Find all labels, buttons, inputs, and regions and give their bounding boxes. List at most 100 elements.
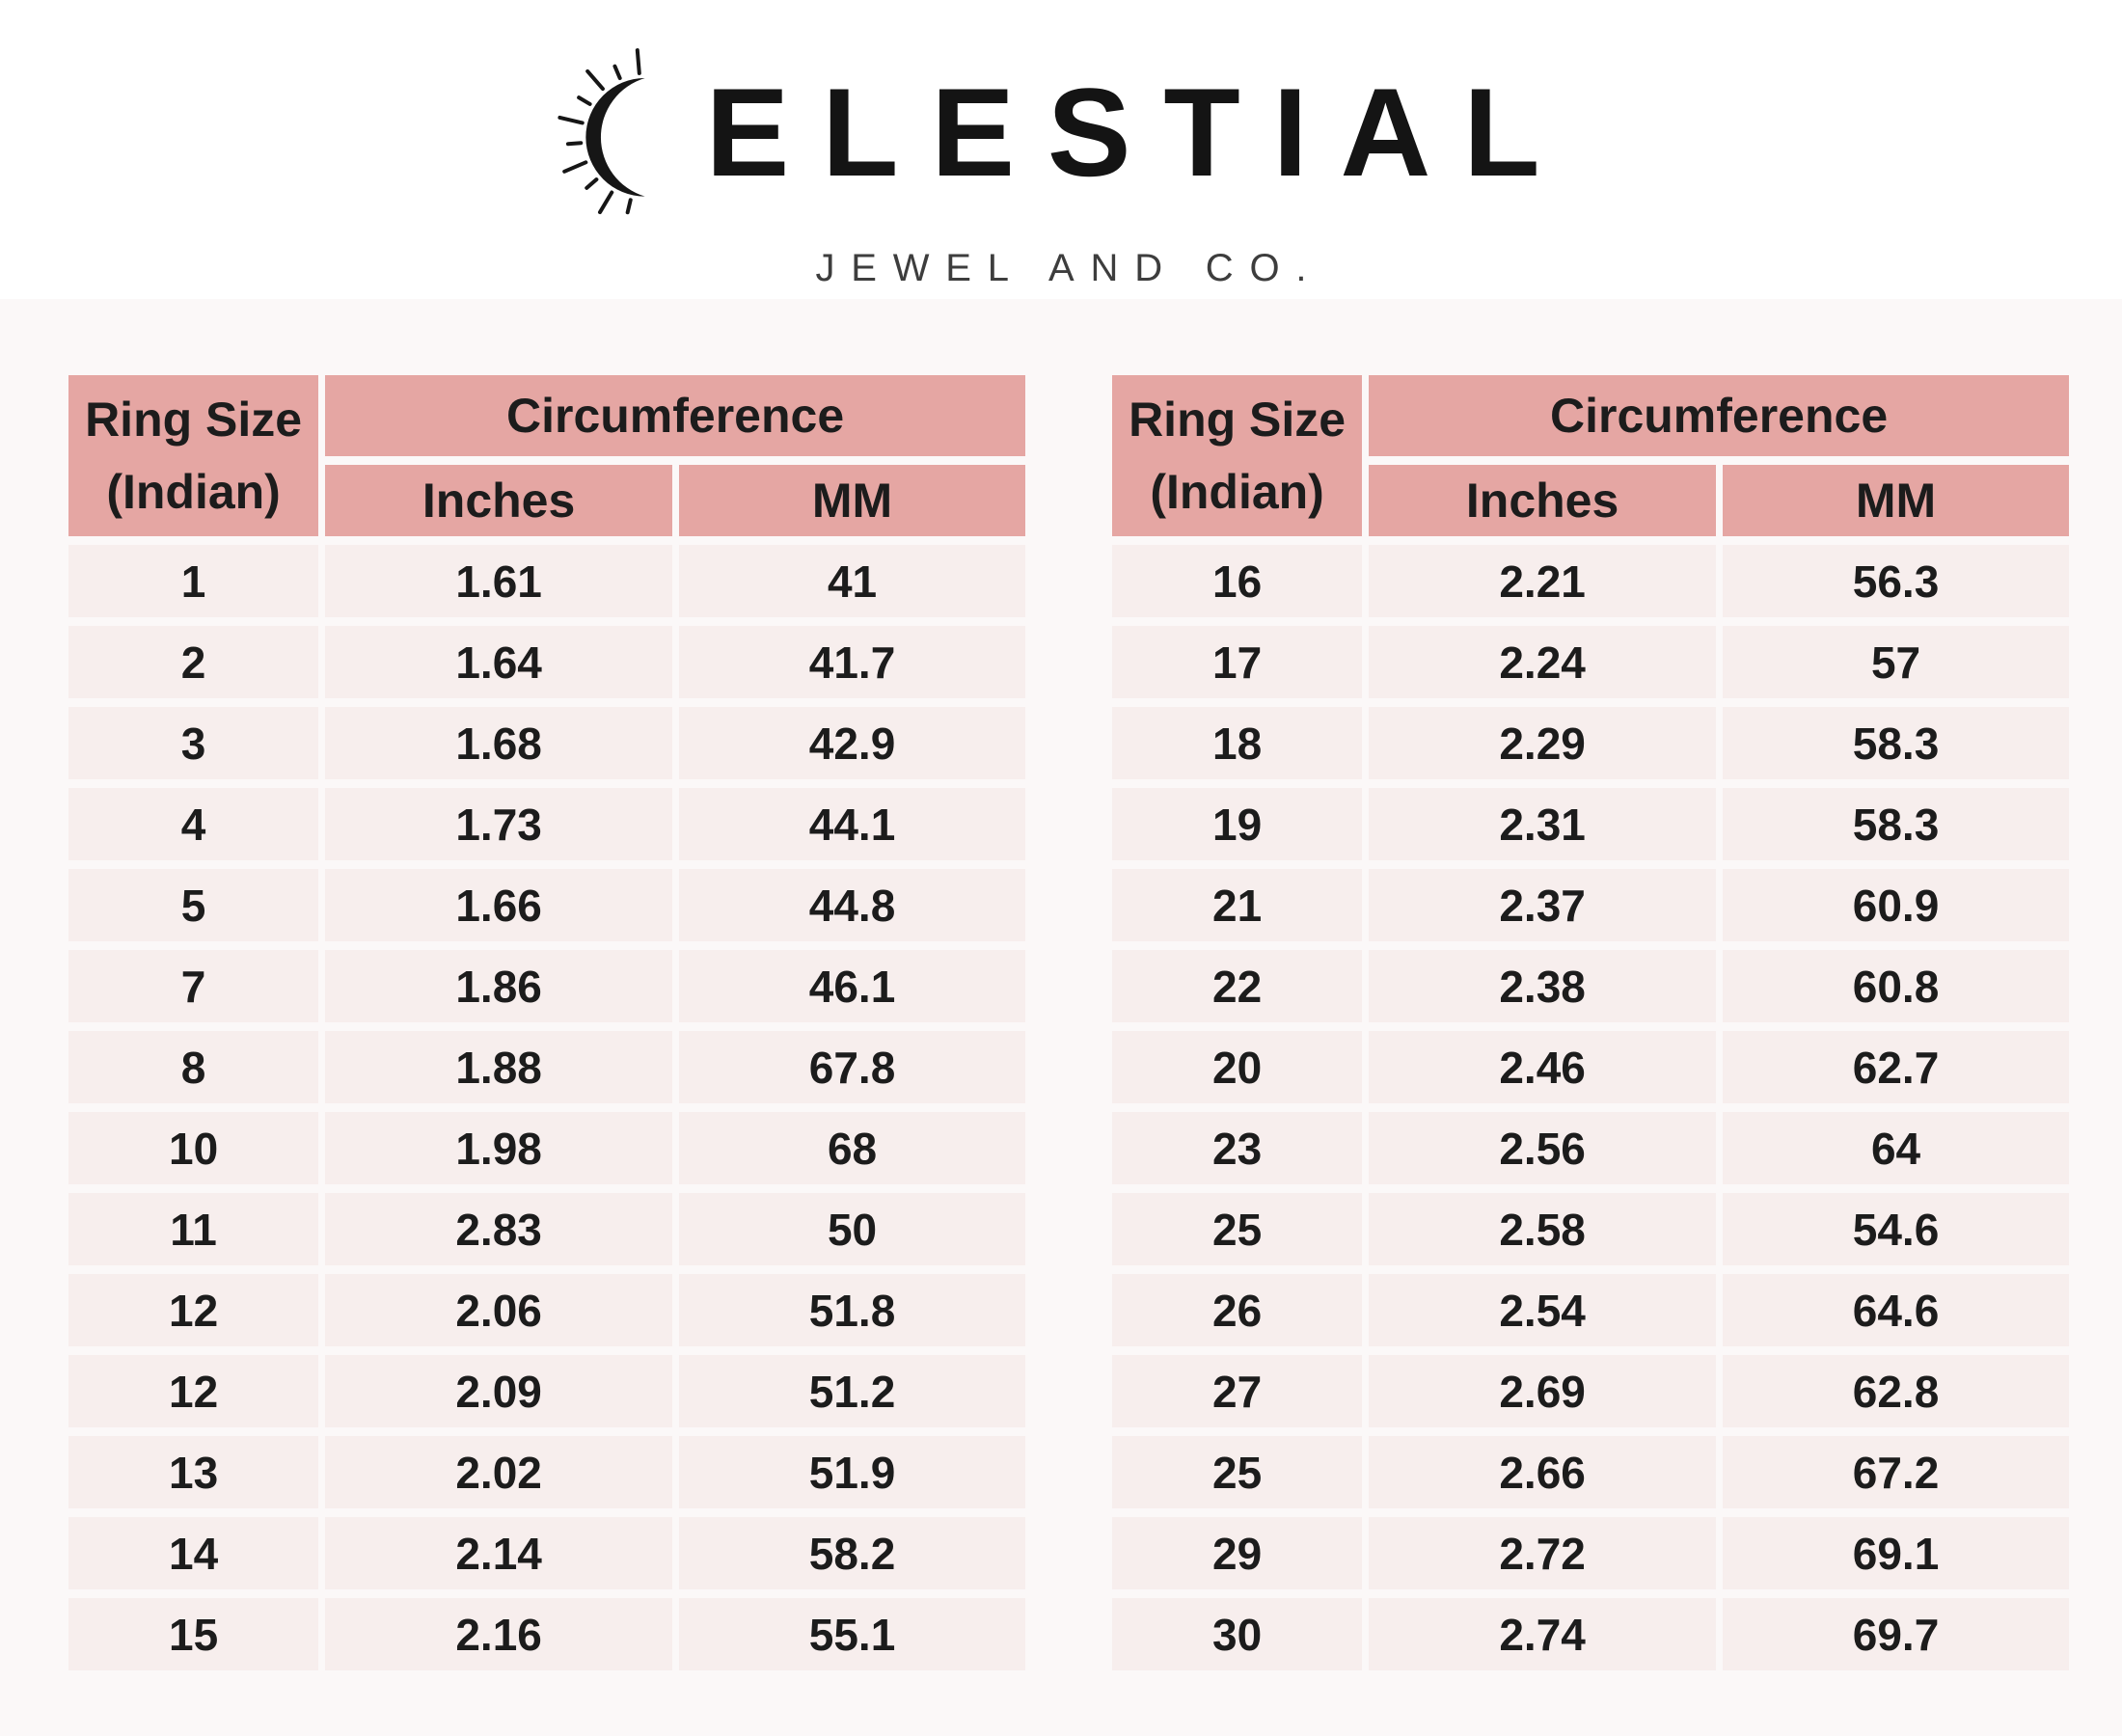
table-cell: 21 [1112,869,1363,941]
brand-tagline: JEWEL AND CO. [815,247,1323,289]
table-cell: 2.09 [325,1355,673,1427]
table-row: 5 1.66 44.8 [68,869,1025,941]
table-cell: 8 [68,1031,319,1103]
table-row: 10 1.98 68 [68,1112,1025,1184]
table-cell: 30 [1112,1598,1363,1670]
header-row-1: Ring Size (Indian) Circumference [1112,375,2069,536]
table-row: 20 2.46 62.7 [1112,1031,2069,1103]
table-cell: 42.9 [679,707,1025,779]
table-row: 17 2.24 57 [1112,626,2069,698]
table-cell: 4 [68,788,319,860]
table-cell: 67.2 [1723,1436,2069,1508]
ring-size-table-right: Ring Size (Indian) Circumference Inches … [1112,375,2069,1670]
table-cell: 2.06 [325,1274,673,1346]
ring-size-table-right-wrap: Ring Size (Indian) Circumference Inches … [1112,375,2069,1670]
table-row: 22 2.38 60.8 [1112,950,2069,1022]
table-cell: 2.83 [325,1193,673,1265]
table-cell: 50 [679,1193,1025,1265]
table-cell: 58.2 [679,1517,1025,1589]
table-row: 29 2.72 69.1 [1112,1517,2069,1589]
table-row: 19 2.31 58.3 [1112,788,2069,860]
table-cell: 46.1 [679,950,1025,1022]
table-cell: 2.56 [1369,1112,1717,1184]
table-cell: 2.74 [1369,1598,1717,1670]
table-row: 18 2.29 58.3 [1112,707,2069,779]
table-cell: 1.68 [325,707,673,779]
table-cell: 25 [1112,1193,1363,1265]
ring-size-header: Ring Size (Indian) [1112,375,1363,536]
circumference-header: Circumference [325,375,1025,456]
table-cell: 1.66 [325,869,673,941]
table-cell: 1.98 [325,1112,673,1184]
table-row: 30 2.74 69.7 [1112,1598,2069,1670]
header-row-1: Ring Size (Indian) Circumference [68,375,1025,536]
table-cell: 69.7 [1723,1598,2069,1670]
table-cell: 2.66 [1369,1436,1717,1508]
table-cell: 51.8 [679,1274,1025,1346]
table-cell: 62.7 [1723,1031,2069,1103]
table-cell: 2.31 [1369,788,1717,860]
table-cell: 7 [68,950,319,1022]
brand-logo: ELESTIAL [550,37,1573,228]
table-cell: 25 [1112,1436,1363,1508]
brand-header: ELESTIAL JEWEL AND CO. [0,0,2122,299]
table-cell: 41 [679,545,1025,617]
ring-size-table-left-wrap: Ring Size (Indian) Circumference Inches … [68,375,1025,1670]
table-cell: 1 [68,545,319,617]
ring-size-qualifier: (Indian) [1150,464,1324,519]
ring-size-header: Ring Size (Indian) [68,375,319,536]
table-cell: 2.29 [1369,707,1717,779]
table-cell: 2.58 [1369,1193,1717,1265]
table-row: 4 1.73 44.1 [68,788,1025,860]
inches-header: Inches [1369,465,1717,536]
table-cell: 1.61 [325,545,673,617]
table-cell: 16 [1112,545,1363,617]
mm-header: MM [679,465,1025,536]
table-cell: 60.8 [1723,950,2069,1022]
table-cell: 22 [1112,950,1363,1022]
table-cell: 10 [68,1112,319,1184]
table-cell: 2.16 [325,1598,673,1670]
ring-size-label: Ring Size [1129,392,1347,447]
ring-size-label: Ring Size [85,392,303,447]
size-charts: Ring Size (Indian) Circumference Inches … [68,375,2069,1670]
table-cell: 2.54 [1369,1274,1717,1346]
table-cell: 12 [68,1355,319,1427]
table-cell: 64.6 [1723,1274,2069,1346]
header-row-2: Inches MM [68,465,1025,536]
table-cell: 17 [1112,626,1363,698]
table-row: 1 1.61 41 [68,545,1025,617]
mm-header: MM [1723,465,2069,536]
table-row: 7 1.86 46.1 [68,950,1025,1022]
table-cell: 3 [68,707,319,779]
table-cell: 62.8 [1723,1355,2069,1427]
table-cell: 64 [1723,1112,2069,1184]
table-row: 27 2.69 62.8 [1112,1355,2069,1427]
table-cell: 2.21 [1369,545,1717,617]
table-row: 15 2.16 55.1 [68,1598,1025,1670]
table-cell: 1.64 [325,626,673,698]
table-cell: 1.88 [325,1031,673,1103]
table-cell: 60.9 [1723,869,2069,941]
ring-size-table-left: Ring Size (Indian) Circumference Inches … [68,375,1025,1670]
table-cell: 13 [68,1436,319,1508]
table-row: 8 1.88 67.8 [68,1031,1025,1103]
table-cell: 26 [1112,1274,1363,1346]
table-cell: 2.46 [1369,1031,1717,1103]
table-cell: 19 [1112,788,1363,860]
table-row: 11 2.83 50 [68,1193,1025,1265]
inches-header: Inches [325,465,673,536]
table-cell: 41.7 [679,626,1025,698]
table-cell: 2.02 [325,1436,673,1508]
circumference-header: Circumference [1369,375,2069,456]
table-cell: 2.14 [325,1517,673,1589]
table-cell: 58.3 [1723,788,2069,860]
table-row: 12 2.06 51.8 [68,1274,1025,1346]
table-row: 13 2.02 51.9 [68,1436,1025,1508]
table-row: 14 2.14 58.2 [68,1517,1025,1589]
table-cell: 51.2 [679,1355,1025,1427]
table-row: 12 2.09 51.2 [68,1355,1025,1427]
table-row: 25 2.58 54.6 [1112,1193,2069,1265]
table-cell: 27 [1112,1355,1363,1427]
table-row: 21 2.37 60.9 [1112,869,2069,941]
